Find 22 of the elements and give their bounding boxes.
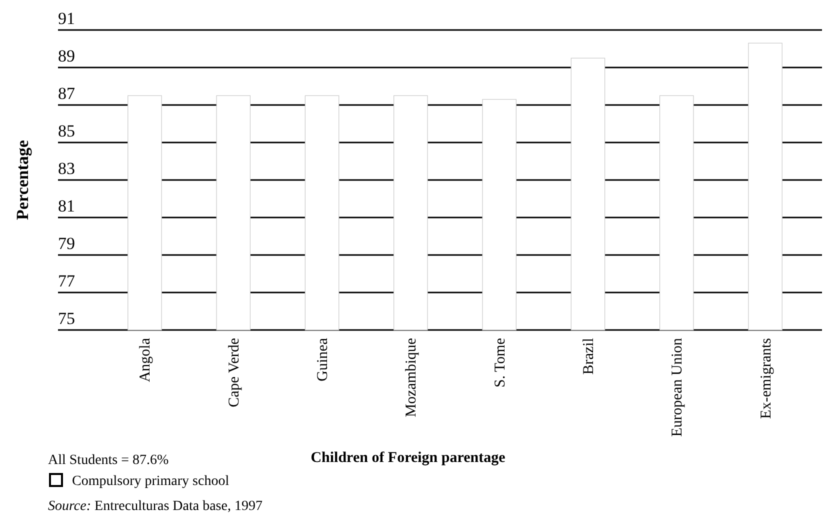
y-tick-label: 83 <box>58 159 75 178</box>
y-tick-label: 79 <box>58 234 75 253</box>
x-tick-label: Cape Verde <box>226 338 242 408</box>
x-tick-label: Mozambique <box>404 338 420 418</box>
x-axis-title: Children of Foreign parentage <box>310 450 506 466</box>
text: Compulsory primary school <box>72 474 230 489</box>
y-tick-label: 81 <box>58 196 75 216</box>
x-tick-label: S. Tome <box>492 338 508 388</box>
x-tick-label: Ex-emigrants <box>758 338 774 419</box>
y-tick-label: 87 <box>58 84 76 103</box>
x-tick-label: Guinea <box>315 338 332 382</box>
text: All Students = 87.6% <box>48 453 170 468</box>
source-note: Source: Entreculturas Data base, 1997 <box>48 499 262 514</box>
y-tick-label: 75 <box>58 309 75 328</box>
y-tick-label: 85 <box>58 122 75 140</box>
y-tick-label: 77 <box>58 272 76 290</box>
y-tick-label: 89 <box>58 46 75 66</box>
x-tick-label: European Union <box>670 338 686 437</box>
x-tick-label: Angola <box>138 338 154 382</box>
y-axis-title: Percentage <box>13 140 32 220</box>
y-tick-label: 91 <box>58 9 75 28</box>
x-tick-label: Brazil <box>580 338 597 375</box>
